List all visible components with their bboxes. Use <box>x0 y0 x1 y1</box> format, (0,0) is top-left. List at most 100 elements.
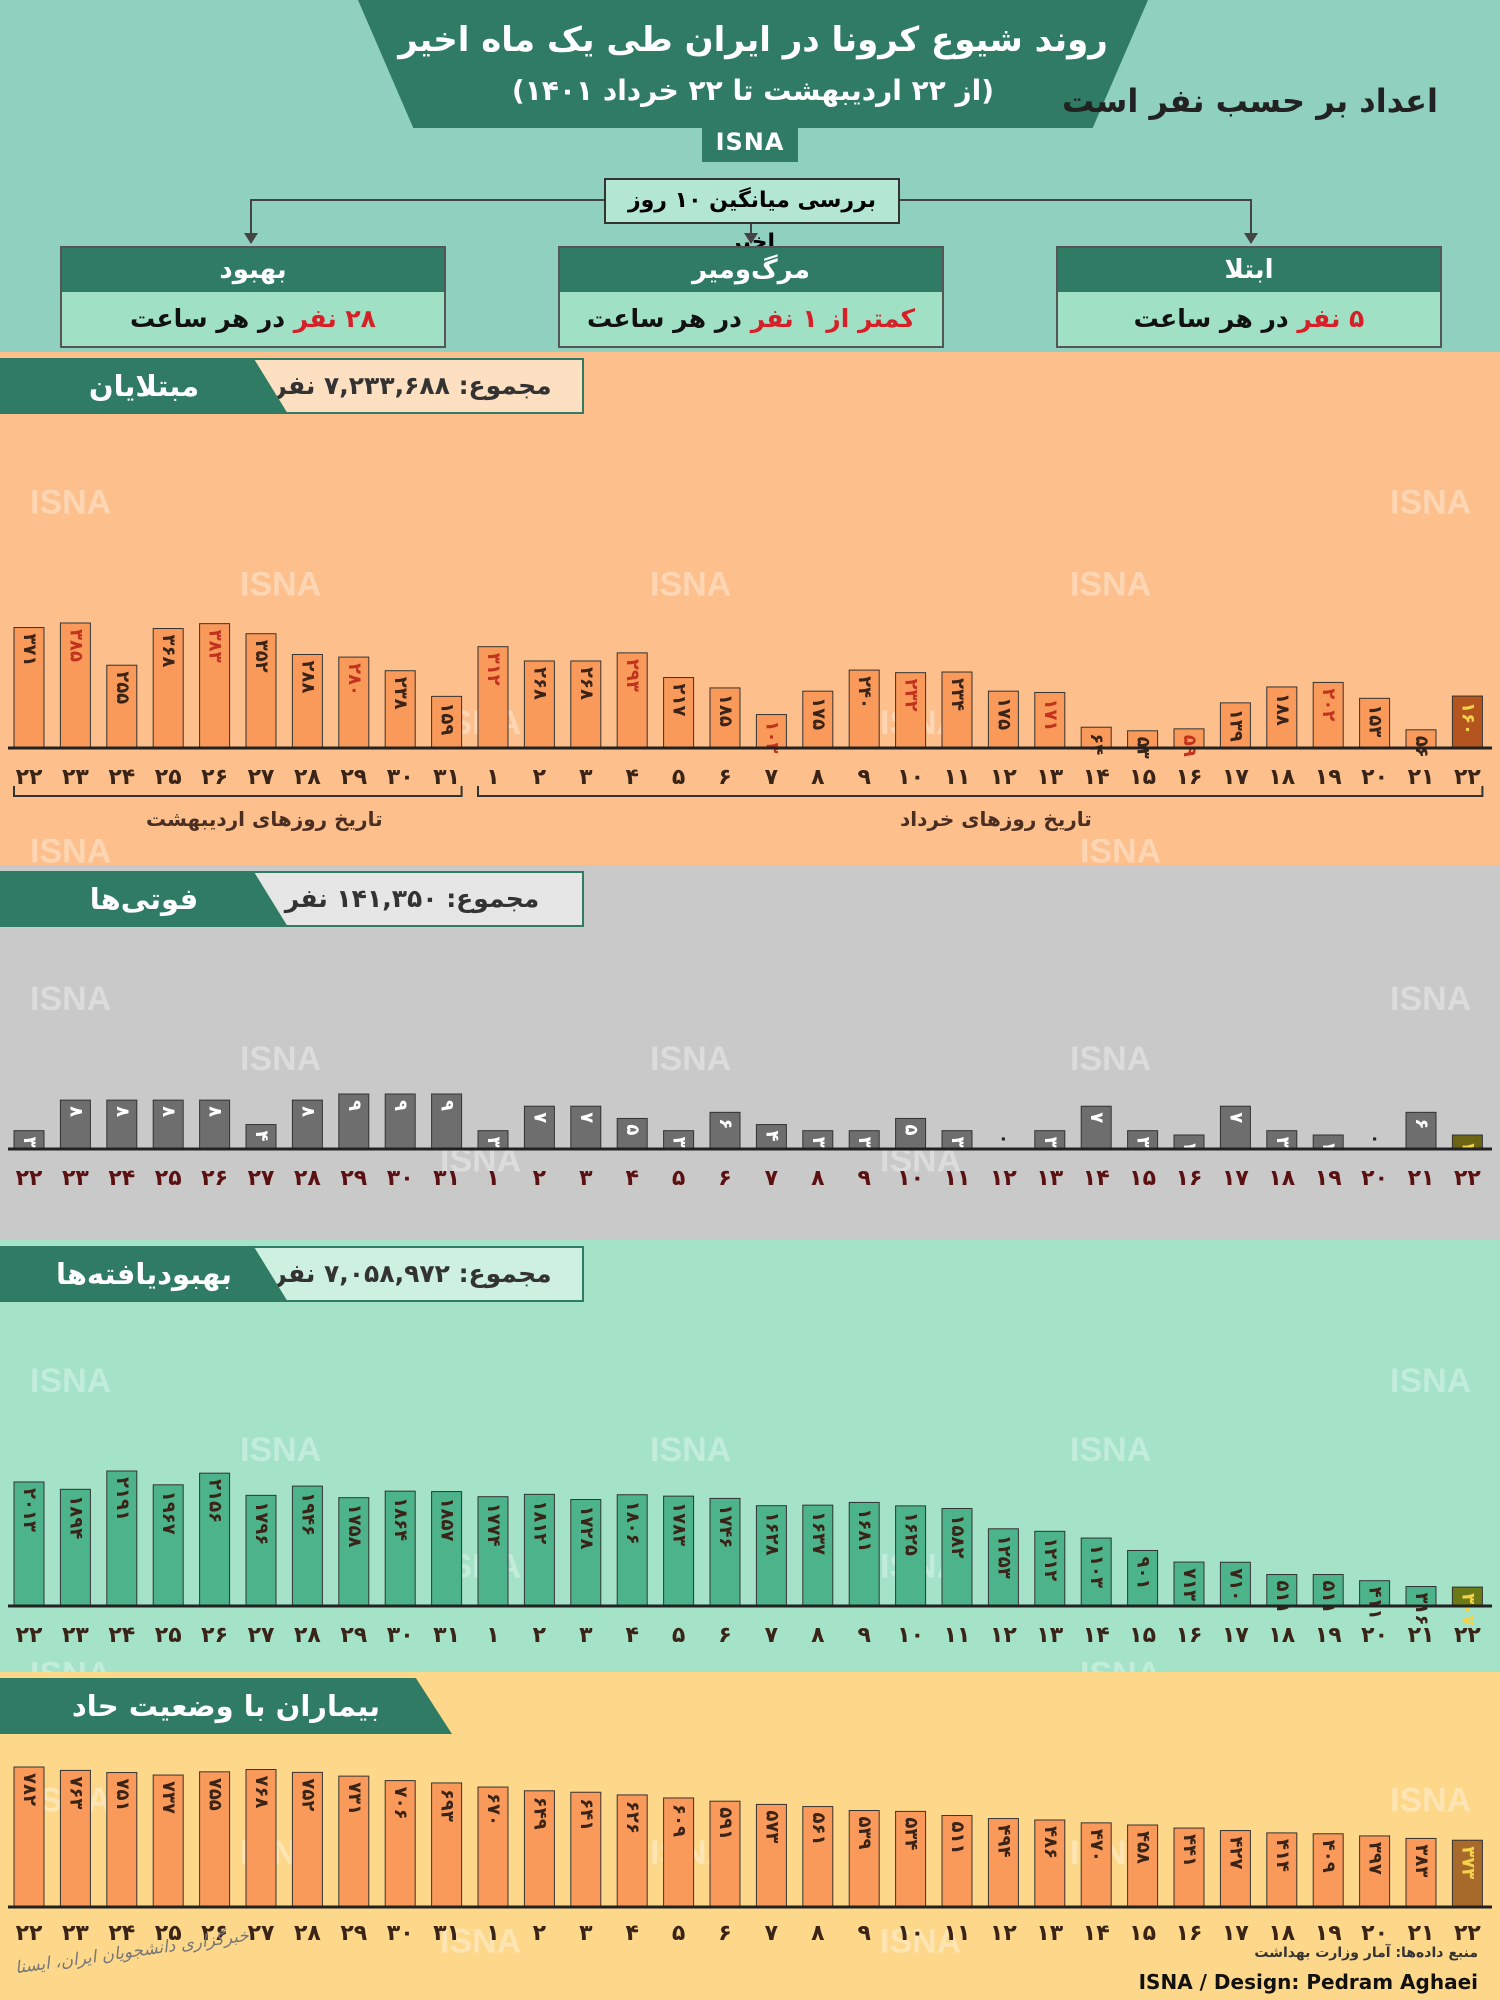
tick-label: ۷ <box>765 765 779 790</box>
tick-label: ۱۷ <box>1222 1623 1249 1648</box>
tick-label: ۲۸ <box>294 1166 321 1191</box>
bar <box>1173 1561 1205 1607</box>
bar <box>291 1771 323 1908</box>
tick-label: ۲۴ <box>108 1166 135 1191</box>
tick-label: ۱۵ <box>1129 1921 1156 1946</box>
deaths-chart: ISNAISNAISNAISNAISNAISNAISNAISNAISNA۳۲۲۸… <box>8 980 1492 1240</box>
tick-label: ۲۰ <box>1361 1166 1388 1191</box>
tick-label: ۱۲ <box>990 1921 1017 1946</box>
tick-label: ۲۱ <box>1408 1623 1435 1648</box>
tick-label: ۲۱ <box>1408 1921 1435 1946</box>
tick-label: ۱۴ <box>1083 1166 1110 1191</box>
value-label: ۴۰۹ <box>1318 1840 1339 1873</box>
value-label: ۱۸۵۷ <box>437 1498 458 1542</box>
tick-label: ۲۴ <box>108 1921 135 1946</box>
card-title: بهبود <box>62 248 444 292</box>
bar <box>13 1481 45 1607</box>
value-label: ۴۹۴ <box>993 1825 1014 1858</box>
value-label: ۶۰۹ <box>669 1804 690 1837</box>
tick-label: ۶ <box>718 1921 731 1946</box>
value-label: ۵ <box>901 1124 922 1135</box>
design-credit: ISNA / Design: Pedram Aghaei <box>1138 1970 1478 1994</box>
value-label: ۱ <box>1179 1141 1200 1152</box>
value-label: ۵۹۱ <box>715 1807 736 1840</box>
tick-label: ۳۰ <box>387 1623 414 1648</box>
value-label: ۰ <box>1369 1128 1380 1149</box>
bar <box>941 1508 973 1607</box>
value-label: ۳۸۵ <box>65 629 86 662</box>
bar <box>755 1124 787 1150</box>
tick-label: ۴ <box>625 1921 638 1946</box>
bar <box>338 1093 370 1150</box>
value-label: ۱۷۹۶ <box>251 1501 272 1545</box>
section-title: بهبودیافته‌ها <box>0 1246 288 1302</box>
bar <box>1312 681 1344 749</box>
value-label: ۵۱۱ <box>1272 1581 1293 1614</box>
value-label: ۳۱۶ <box>1411 1593 1432 1626</box>
tick-label: ۱۵ <box>1129 1166 1156 1191</box>
tick-label: ۳۱ <box>433 765 460 790</box>
card-value: کمتر از ۱ نفر در هر ساعت <box>586 304 916 333</box>
bar <box>523 1790 555 1908</box>
value-label: ۵۹ <box>1179 735 1200 757</box>
value-label: ۱۸۰۶ <box>622 1501 643 1545</box>
bar <box>384 1780 416 1908</box>
value-label: ۷۶۸ <box>251 1776 272 1809</box>
bar <box>616 652 648 749</box>
tick-label: ۲۲ <box>1454 1166 1481 1191</box>
tick-label: ۶ <box>718 765 731 790</box>
value-label: ۴۵۸ <box>1133 1831 1154 1864</box>
infection-rate-card: ابتلا ۵ نفر در هر ساعت <box>1056 246 1442 348</box>
value-label: ۱۷۸۳ <box>669 1502 690 1546</box>
tick-label: ۲۳ <box>62 765 89 790</box>
bar <box>1127 1824 1159 1908</box>
value-label: ۷۱۰ <box>1225 1568 1246 1601</box>
value-label: ۷۳۷ <box>158 1781 179 1814</box>
tick-label: ۱۳ <box>1036 1623 1063 1648</box>
value-label: ۷۱۳ <box>1179 1568 1200 1601</box>
tick-label: ۲ <box>533 1166 547 1191</box>
bar <box>709 1497 741 1607</box>
bar <box>709 1111 741 1150</box>
value-label: ۷۵۱ <box>112 1779 133 1812</box>
watermark: ISNA <box>1390 980 1471 1018</box>
bar <box>431 1093 463 1150</box>
bar <box>987 1818 1019 1908</box>
bar <box>291 653 323 749</box>
bar <box>616 1117 648 1150</box>
bar <box>570 660 602 749</box>
tick-label: ۲۵ <box>155 1166 182 1191</box>
bar <box>152 1099 184 1150</box>
bar <box>477 646 509 749</box>
value-label: ۱۸۵ <box>715 694 736 727</box>
bar <box>802 1504 834 1607</box>
tick-label: ۵ <box>672 1921 685 1946</box>
value-label: ۱۸۱۲ <box>529 1500 550 1544</box>
value-label: ۱۷۲۸ <box>576 1506 597 1550</box>
bar <box>523 660 555 749</box>
value-label: ۱۷۵۸ <box>344 1504 365 1548</box>
value-label: ۷۰۶ <box>390 1787 411 1820</box>
tick-label: ۳ <box>579 1623 593 1648</box>
tick-label: ۲۴ <box>108 1623 135 1648</box>
watermark: ISNA <box>650 566 731 604</box>
value-label: ۹ <box>344 1100 365 1111</box>
tick-label: ۱۸ <box>1268 1166 1295 1191</box>
value-label: ۴۱۱ <box>1365 1587 1386 1620</box>
value-label: ۲۳۲ <box>901 679 922 712</box>
tick-label: ۵ <box>672 1166 685 1191</box>
bar <box>291 1099 323 1150</box>
page-title: روند شیوع کرونا در ایران طی یک ماه اخیر <box>398 20 1108 60</box>
bar <box>895 672 927 749</box>
value-label: ۵۳۹ <box>854 1817 875 1850</box>
watermark: ISNA <box>1390 484 1471 522</box>
bar <box>1034 1530 1066 1607</box>
bar <box>59 1099 91 1150</box>
bar <box>848 1810 880 1908</box>
bar <box>1405 1837 1437 1908</box>
tick-label: ۱۱ <box>944 1623 971 1648</box>
bar <box>59 1769 91 1908</box>
month-bracket <box>13 786 463 797</box>
watermark: ISNA <box>240 566 321 604</box>
bar <box>895 1505 927 1607</box>
